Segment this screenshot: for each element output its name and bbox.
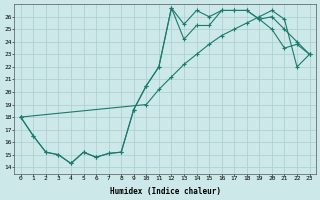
X-axis label: Humidex (Indice chaleur): Humidex (Indice chaleur) [110,187,220,196]
